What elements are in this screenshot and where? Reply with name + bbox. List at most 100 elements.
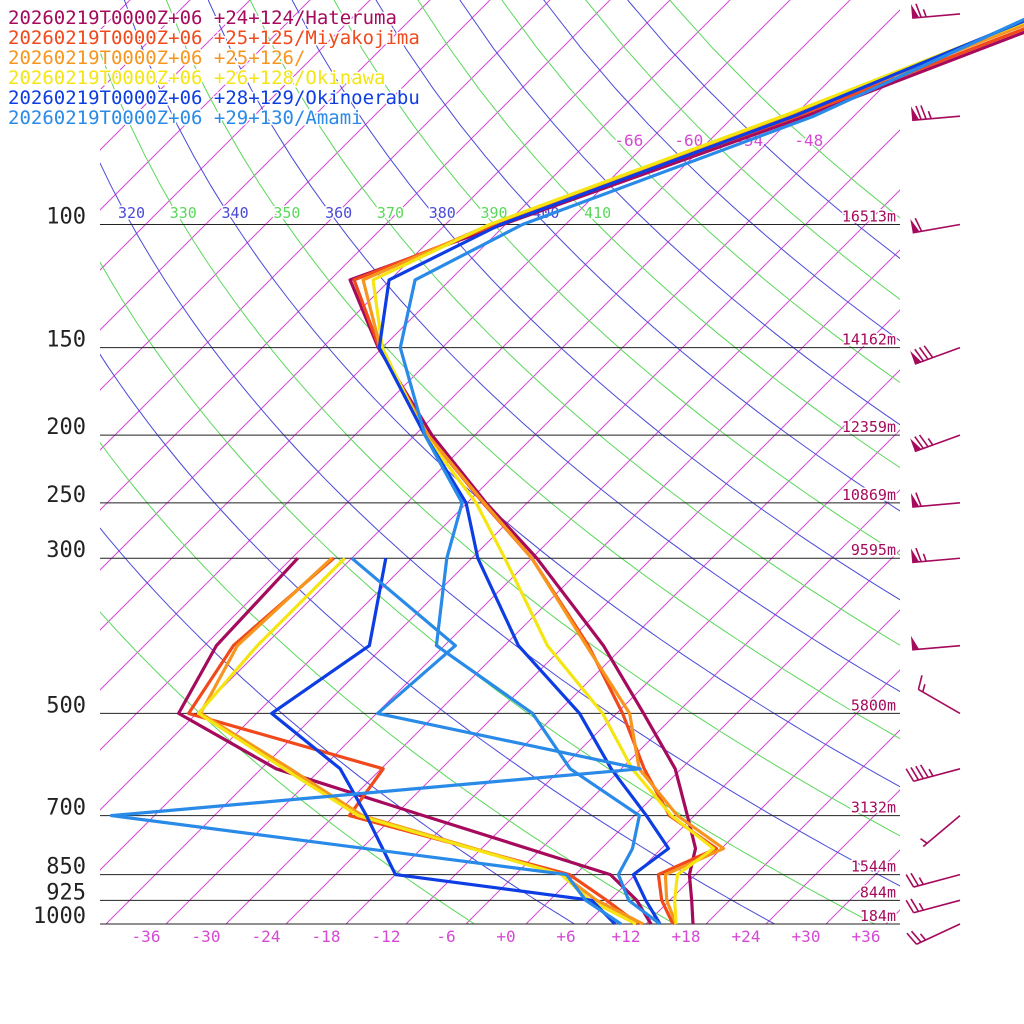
dry-adiabat-line: [100, 611, 475, 924]
isotherm-line: [100, 0, 491, 391]
wind-barb: [910, 492, 961, 508]
legend-entry: 20260219T0000Z+06 +28+129/Okinoerabu: [8, 87, 420, 109]
isotherm-line: [705, 729, 900, 924]
dry-adiabat-line: [100, 527, 575, 924]
isotherm-line: [345, 369, 900, 924]
pressure-label: 200: [46, 415, 86, 440]
upper-isotherm-label: -48: [794, 131, 823, 150]
dry-adiabat-line: [165, 0, 900, 740]
isotherm-line: [525, 549, 900, 924]
isotherm-line: [585, 609, 900, 924]
pressure-label: 100: [46, 205, 86, 230]
height-label: 844m: [860, 883, 896, 901]
wind-barb: [905, 764, 961, 783]
temperature-tick: +12: [612, 927, 641, 946]
upper-isotherm-label: -66: [614, 131, 643, 150]
temperature-profile-4: [377, 19, 1024, 925]
temperature-profile-3: [371, 20, 1024, 925]
isotherm-line: [100, 0, 791, 691]
theta-label: 410: [584, 204, 611, 222]
wind-barb: [910, 217, 961, 234]
isotherm-line: [0, 0, 173, 924]
dry-adiabat-line: [100, 353, 775, 924]
temperature-tick: -30: [192, 927, 221, 946]
pressure-label: 250: [46, 483, 86, 508]
pressure-label: 150: [46, 328, 86, 353]
theta-label: 350: [273, 204, 300, 222]
dewpoint-profile-2: [199, 557, 644, 926]
wind-barb: [910, 3, 961, 19]
temperature-tick: +6: [556, 927, 575, 946]
isotherm-line: [1006, 0, 1024, 924]
isotherm-line: [100, 0, 851, 751]
pressure-label: 925: [46, 880, 86, 905]
height-label: 1544m: [851, 858, 896, 876]
temperature-tick: -12: [372, 927, 401, 946]
temperature-tick: +0: [496, 927, 515, 946]
dry-adiabat-line: [100, 441, 675, 924]
sounding-profiles: [109, 17, 1024, 926]
isotherm-line: [285, 309, 900, 924]
temperature-tick: +36: [852, 927, 881, 946]
legend-entry: 20260219T0000Z+06 +29+130/Amami: [8, 107, 363, 129]
isotherm-line: [165, 189, 900, 924]
isotherm-lines: [0, 0, 1024, 924]
legend-entry: 20260219T0000Z+06 +26+128/Okinawa: [8, 67, 386, 89]
isotherm-line: [100, 69, 900, 871]
legend-entry: 20260219T0000Z+06 +25+125/Miyakojima: [8, 27, 420, 49]
isotherm-line: [100, 0, 731, 631]
height-label: 16513m: [842, 208, 896, 226]
pressure-label: 500: [46, 693, 86, 718]
legend-entry: 20260219T0000Z+06 +24+124/Hateruma: [8, 7, 397, 29]
isotherm-line: [645, 669, 900, 924]
pressure-label: 850: [46, 855, 86, 880]
isotherm-line: [100, 0, 131, 31]
temperature-tick: -24: [252, 927, 281, 946]
wind-barb: [906, 923, 961, 946]
wind-barbs: [905, 3, 961, 946]
height-label: 10869m: [842, 486, 896, 504]
wind-barb: [917, 675, 961, 715]
isotherm-line: [885, 909, 900, 924]
temperature-axis: -36 -30 -24 -18 -12 -6 +0 +6 +12 +18 +24 +30 +36: [132, 927, 881, 946]
height-label: 9595m: [851, 541, 896, 559]
theta-label: 360: [325, 204, 352, 222]
theta-label: 340: [222, 204, 249, 222]
dewpoint-profile-0: [177, 557, 653, 925]
temperature-tick: +24: [732, 927, 761, 946]
theta-label: 330: [170, 204, 197, 222]
dewpoint-profile-5: [109, 556, 642, 926]
dewpoint-profile-1: [187, 556, 639, 926]
wind-barb: [905, 898, 961, 914]
isotherm-line: [100, 0, 251, 151]
isotherm-line: [100, 9, 900, 811]
isotherm-line: [100, 0, 191, 91]
dry-adiabat-line: [417, 0, 900, 469]
wind-barb: [910, 345, 961, 365]
isotherm-line: [946, 0, 1024, 924]
isotherm-line: [100, 0, 671, 571]
isotherm-line: [405, 429, 900, 924]
isotherm-line: [100, 0, 311, 211]
isotherm-line: [0, 0, 53, 924]
theta-label: 320: [118, 204, 145, 222]
theta-label: 370: [377, 204, 404, 222]
temperature-tick: -36: [132, 927, 161, 946]
wind-barb: [910, 105, 961, 122]
temperature-tick: +30: [792, 927, 821, 946]
height-label: 5800m: [851, 696, 896, 714]
dewpoint-profile-3: [197, 557, 637, 926]
dry-adiabat-line: [543, 0, 900, 342]
legend-entry: 20260219T0000Z+06 +25+126/: [8, 47, 305, 69]
dry-adiabat-lines: [100, 0, 900, 924]
temperature-tick: -18: [312, 927, 341, 946]
height-labels: 16513m 14162m 12359m 10869m 9595m 5800m 3132m 1…: [840, 206, 897, 927]
height-label: 3132m: [851, 799, 896, 817]
wind-barb: [910, 434, 961, 453]
wind-barb: [910, 547, 961, 564]
isotherm-line: [100, 0, 551, 451]
isotherm-line: [0, 0, 113, 924]
